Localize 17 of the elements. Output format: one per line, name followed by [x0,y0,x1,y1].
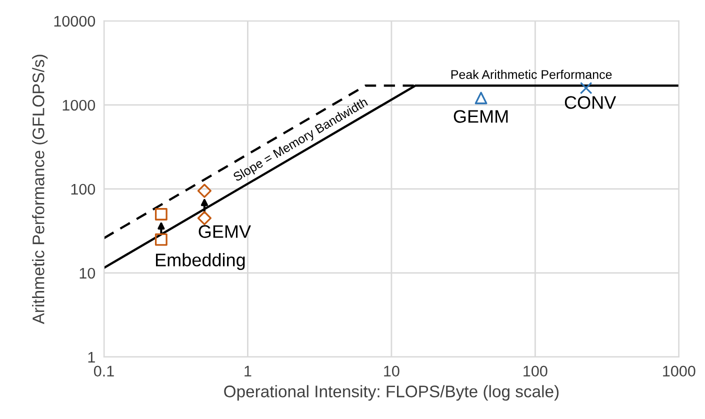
y-tick-label: 10 [80,268,96,279]
annotation: Embedding [156,253,245,270]
x-tick-label: 100 [524,366,548,377]
annotation: CONV [564,96,616,109]
x-tick-label: 1 [244,366,252,376]
x-tick-label: 0.1 [94,366,114,377]
annotation: Peak Arithmetic Performance [451,70,612,79]
x-axis-title: Operational Intensity: FLOPS/Byte (log scale) [224,385,559,401]
annotation: GEMM [454,110,508,123]
y-tick-label: 1000 [62,100,96,111]
x-tick-label: 1000 [663,366,696,377]
y-tick-label: 1 [88,352,95,363]
y-tick-label: 100 [71,184,96,195]
annotation: GEMV [198,225,251,238]
y-tick-label: 10000 [54,16,96,27]
y-axis-title: Arithmetic Performance (GFLOPS/s) [32,54,48,324]
x-tick-label: 10 [384,366,400,377]
